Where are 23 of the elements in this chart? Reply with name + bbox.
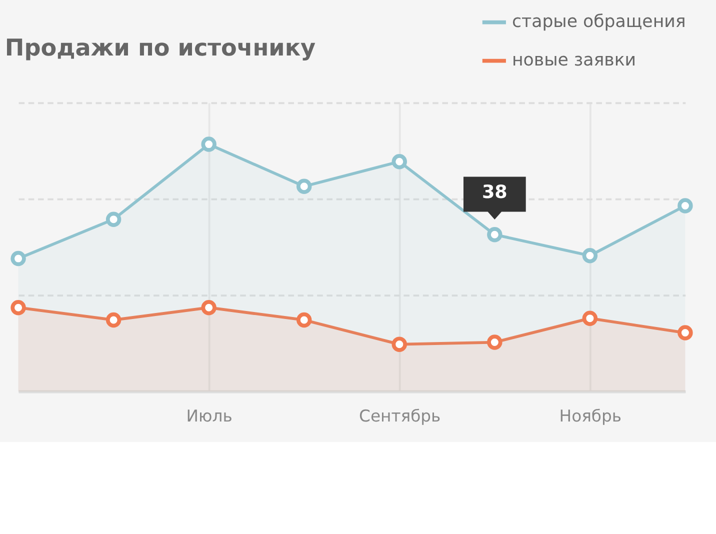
point — [296, 312, 312, 328]
x-tick-label: Ноябрь — [559, 406, 622, 426]
point — [582, 248, 598, 264]
x-tick-label: Июль — [186, 406, 232, 426]
point — [392, 336, 407, 352]
legend-label: старые обращения — [512, 12, 686, 32]
point — [106, 212, 122, 227]
point — [296, 178, 312, 194]
point — [201, 300, 216, 316]
point — [10, 250, 26, 266]
point — [487, 227, 502, 242]
point — [10, 300, 26, 316]
chart-title: Продажи по источнику — [4, 35, 316, 62]
point — [678, 325, 693, 340]
x-tick-label: Сентябрь — [359, 406, 441, 426]
point — [392, 154, 407, 170]
point — [201, 136, 216, 152]
point — [582, 310, 598, 326]
data-label: 38 — [482, 182, 508, 204]
point — [678, 198, 693, 214]
point — [106, 312, 122, 328]
point — [487, 334, 502, 350]
legend-label: новые заявки — [512, 50, 636, 71]
